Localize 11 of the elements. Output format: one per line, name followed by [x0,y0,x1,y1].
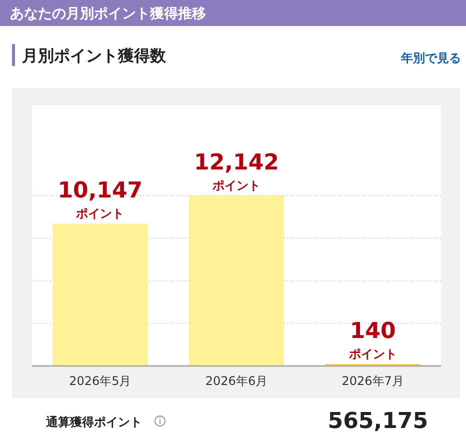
x-tick-label: 2026年6月 [205,374,268,388]
chart-subtitle: 月別ポイント獲得数 [21,46,167,65]
data-label: 12,142 ポイント [194,150,279,193]
text: 565,175 [328,409,428,434]
data-label: 10,147 ポイント [58,178,143,221]
data-label: 140 ポイント [348,319,397,362]
chart-title: あなたの月別ポイント獲得推移 [10,6,206,22]
x-tick-label: 2026年5月 [69,374,132,388]
text: 通算獲得ポイント [45,415,142,429]
x-tick-label: 2026年7月 [342,374,404,388]
text: 年別で見る [400,51,461,65]
